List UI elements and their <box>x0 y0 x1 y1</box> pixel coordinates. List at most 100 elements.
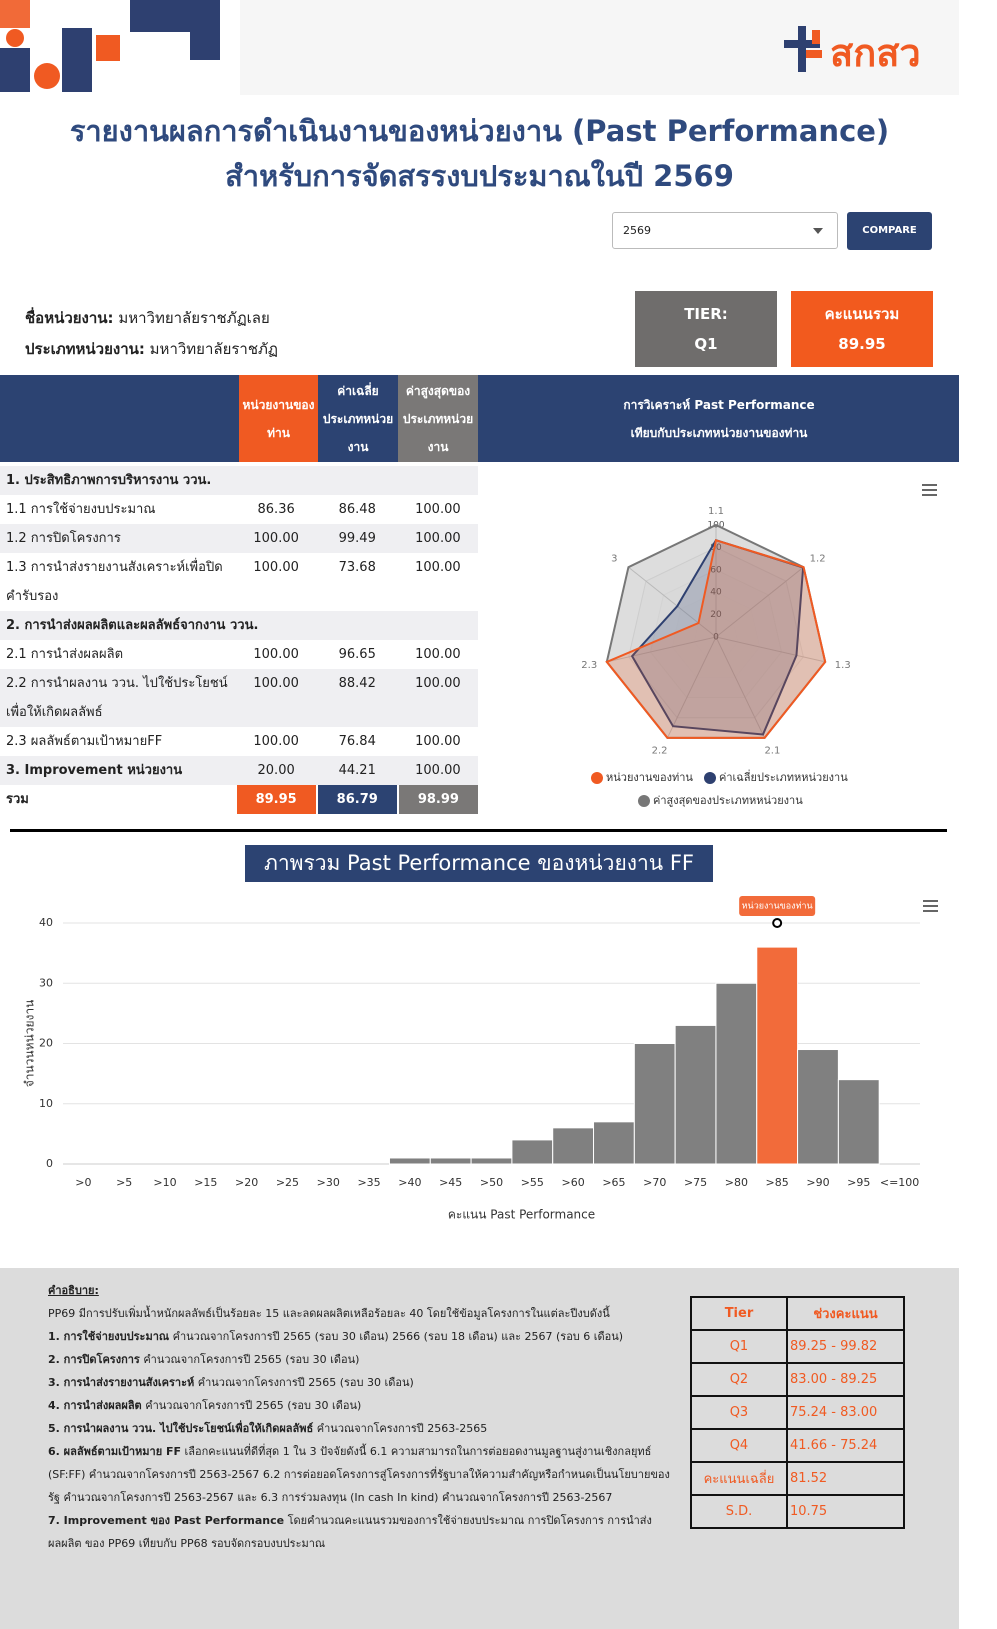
tier-value: Q1 <box>694 335 718 353</box>
x-tick-label: >75 <box>684 1176 707 1189</box>
year-select[interactable]: 2569 <box>612 212 838 249</box>
row-value: 20.00 <box>257 763 295 778</box>
x-tick-label: >50 <box>480 1176 503 1189</box>
x-tick-label: >95 <box>847 1176 870 1189</box>
y-tick-label: 0 <box>46 1157 53 1170</box>
annotation: หน่วยงานของท่าน <box>742 902 813 912</box>
note-text: คำนวณจากโครงการปี 2565 (รอบ 30 เดือน) <box>145 1399 362 1412</box>
x-tick-label: >10 <box>153 1176 176 1189</box>
bar <box>674 1024 717 1165</box>
tier-name: Q4 <box>690 1428 788 1463</box>
bar <box>756 946 799 1165</box>
histogram-title: ภาพรวม Past Performance ของหน่วยงาน FF <box>245 845 713 882</box>
radar-series <box>605 538 827 739</box>
unit-name: ชื่อหน่วยงาน: มหาวิทยาลัยราชภัฏเลย <box>25 306 270 330</box>
notes-title: คำอธิบาย: <box>48 1284 99 1297</box>
note-heading: 2. การปิดโครงการ <box>48 1353 140 1366</box>
row-value: 100.00 <box>415 734 461 749</box>
divider <box>10 829 947 832</box>
note-item: 2. การปิดโครงการ คำนวณจากโครงการปี 2565 … <box>48 1348 673 1371</box>
bar <box>552 1127 595 1165</box>
row-value: 100.00 <box>415 676 461 691</box>
tier-range: 81.52 <box>785 1461 906 1496</box>
x-tick-label: <=100 <box>880 1176 919 1189</box>
radar-axis <box>666 636 717 739</box>
tier-name: Q1 <box>690 1329 788 1364</box>
tier-row: Q1 89.25 - 99.82 <box>690 1329 906 1364</box>
radar-axis <box>715 636 766 739</box>
shape <box>0 48 30 92</box>
axis-label: 2.1 <box>764 746 780 757</box>
tier-name: Q3 <box>690 1395 788 1430</box>
note-item: 3. การนำส่งรายงานสังเคราะห์ คำนวณจากโครง… <box>48 1371 673 1394</box>
row-value: 100.00 <box>253 676 299 691</box>
row-value: 100.00 <box>415 763 461 778</box>
header-decoration: สกสว <box>0 0 959 95</box>
x-tick-label: >25 <box>276 1176 299 1189</box>
table-row: 2.3 ผลลัพธ์ตามเป้าหมายFF 100.00 76.84 100.0… <box>0 727 478 756</box>
column-header: ค่าสูงสุดของประเภทหน่วยงาน <box>398 375 478 462</box>
note-text: เลือกคะแนนที่ดีที่สุด 1 ใน 3 ปัจจัยดังนี… <box>48 1445 670 1504</box>
table-row: 2. การนำส่งผลผลิตและผลลัพธ์จากงาน ววน. <box>0 611 478 640</box>
row-value: 100.00 <box>253 647 299 662</box>
logo-icon <box>806 50 822 58</box>
note-item: 4. การนำส่งผลผลิต คำนวณจากโครงการปี 2565… <box>48 1394 673 1417</box>
note-text: คำนวณจากโครงการปี 2565 (รอบ 30 เดือน) <box>197 1376 414 1389</box>
row-value: 100.00 <box>253 734 299 749</box>
x-tick-label: >40 <box>398 1176 421 1189</box>
bar <box>797 1049 839 1165</box>
note-heading: 3. การนำส่งรายงานสังเคราะห์ <box>48 1376 195 1389</box>
legend-label: ค่าสูงสุดของประเภทหหน่วยงาน <box>653 794 803 807</box>
tier-range: 75.24 - 83.00 <box>785 1395 906 1430</box>
axis-label: 1.1 <box>708 506 724 517</box>
row-value: 89.95 <box>234 785 317 814</box>
row-value: 86.36 <box>257 502 295 517</box>
tick-label: 20 <box>710 610 722 620</box>
table-row: รวม 89.95 86.79 98.99 <box>0 785 478 814</box>
label: ชื่อหน่วยงาน: <box>25 309 114 327</box>
row-value: 73.68 <box>338 560 376 575</box>
shape <box>6 29 24 47</box>
y-tick-label: 20 <box>39 1037 53 1050</box>
row-value: 100.00 <box>415 647 461 662</box>
bar <box>715 982 758 1165</box>
row-label: รวม <box>6 792 29 807</box>
menu-icon[interactable] <box>923 900 938 912</box>
row-value: 100.00 <box>415 502 461 517</box>
x-tick-label: >85 <box>766 1176 789 1189</box>
tier-row: Q3 75.24 - 83.00 <box>690 1395 906 1430</box>
note-item: 1. การใช้จ่ายงบประมาณ คำนวณจากโครงการปี … <box>48 1325 673 1348</box>
unit-type: ประเภทหน่วยงาน: มหาวิทยาลัยราชภัฏ <box>25 337 278 361</box>
row-value: 86.79 <box>315 785 398 814</box>
note-heading: 7. Improvement ของ Past Performance <box>48 1514 285 1527</box>
row-label: 1.2 การปิดโครงการ <box>6 531 121 546</box>
x-tick-label: >35 <box>357 1176 380 1189</box>
axis-label: 3 <box>611 553 617 564</box>
tier-row: Q2 83.00 - 89.25 <box>690 1362 906 1397</box>
row-value: 99.49 <box>338 531 376 546</box>
table-row: 1. ประสิทธิภาพการบริหารงาน ววน. <box>0 466 478 495</box>
tick-label: 40 <box>710 588 722 598</box>
compare-button[interactable]: COMPARE <box>847 212 932 250</box>
table-row: 2.1 การนำส่งผลผลิต 100.00 96.65 100.00 <box>0 640 478 669</box>
legend-marker <box>591 772 603 784</box>
x-tick-label: >15 <box>194 1176 217 1189</box>
menu-icon[interactable] <box>922 484 937 496</box>
row-label: 2.1 การนำส่งผลผลิต <box>6 647 124 662</box>
shape <box>190 32 220 60</box>
tier-name: คะแนนเฉลี่ย <box>690 1461 788 1496</box>
x-tick-label: >30 <box>317 1176 340 1189</box>
tier-box: TIER: Q1 <box>635 291 777 367</box>
label: ประเภทหน่วยงาน: <box>25 340 145 358</box>
row-value: 100.00 <box>253 531 299 546</box>
axis-label: 2.2 <box>652 746 668 757</box>
radar-axis <box>628 566 717 638</box>
tick-label: 0 <box>713 633 719 643</box>
note-item: 6. ผลลัพธ์ตามเป้าหมาย FF เลือกคะแนนที่ดี… <box>48 1440 673 1509</box>
tier-row: Q4 41.66 - 75.24 <box>690 1428 906 1463</box>
row-value: 96.65 <box>338 647 376 662</box>
shape <box>130 0 220 32</box>
radar-series <box>630 538 805 736</box>
score-box: คะแนนรวม 89.95 <box>791 291 933 367</box>
page-title: รายงานผลการดำเนินงานของหน่วยงาน (Past Pe… <box>69 114 890 148</box>
